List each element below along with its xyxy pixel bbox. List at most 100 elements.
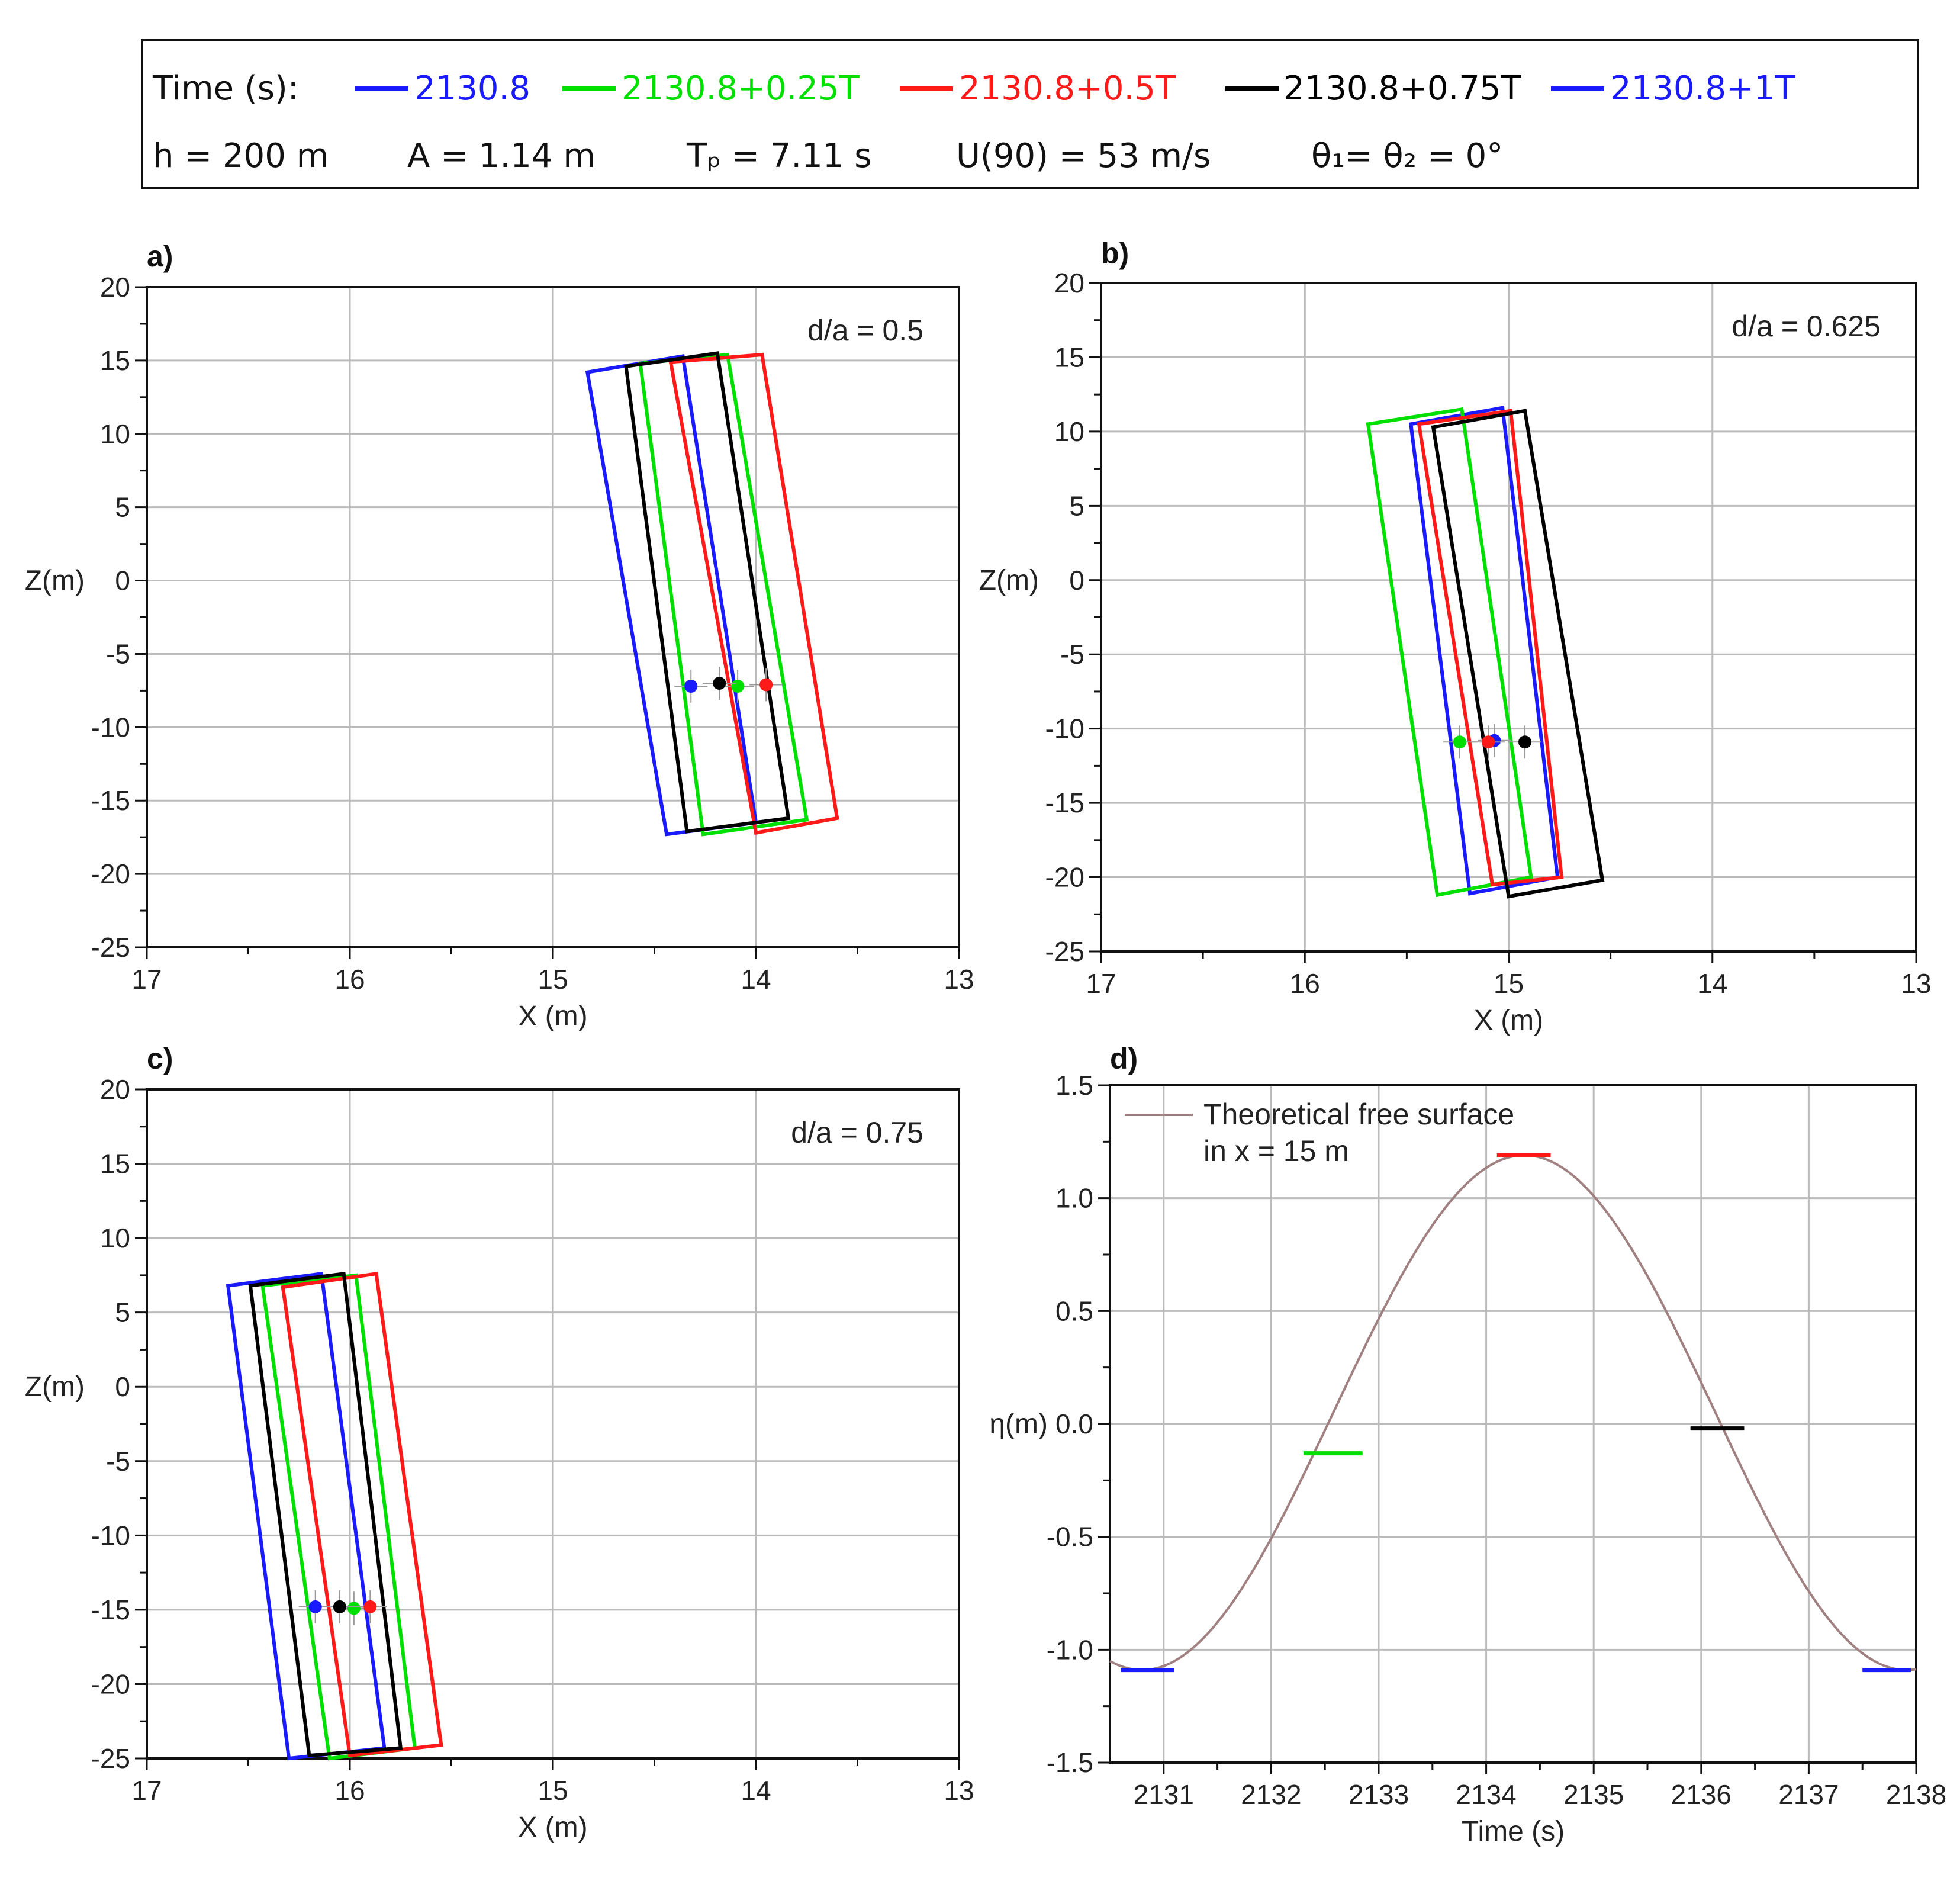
y-axis-label: Z(m) [25, 1371, 85, 1403]
legend-entry-2: 2130.8+0.5T [959, 69, 1176, 108]
x-axis-label: Time (s) [1462, 1816, 1565, 1847]
x-tick-label: 13 [944, 964, 974, 995]
legend-param-a: A = 1.14 m [407, 137, 596, 175]
y-tick-label: -20 [1045, 862, 1084, 893]
y-tick-label: 1.5 [1055, 1070, 1093, 1101]
x-tick-label: 15 [538, 964, 568, 995]
y-tick-label: -20 [91, 1668, 130, 1699]
y-tick-label: -10 [1045, 713, 1084, 744]
y-tick-label: -15 [1045, 787, 1084, 818]
x-tick-label: 14 [741, 964, 771, 995]
x-tick-label: 13 [1901, 968, 1931, 999]
plate-outline-0 [226, 1272, 387, 1761]
legend-entry-1: 2130.8+0.25T [622, 69, 860, 108]
ratio-annotation: d/a = 0.5 [807, 314, 923, 347]
x-tick-label: 2135 [1563, 1779, 1624, 1810]
y-tick-label: 20 [100, 1074, 130, 1105]
y-axis-label: η(m) [989, 1409, 1048, 1440]
legend-time-label: Time (s): [152, 69, 299, 108]
legend-param-tp: Tₚ = 7.11 s [686, 137, 871, 175]
x-tick-label: 2132 [1241, 1779, 1301, 1810]
y-tick-label: -15 [91, 1594, 130, 1625]
y-tick-label: 20 [1054, 268, 1084, 298]
y-tick-label: -15 [91, 785, 130, 816]
centroid-point-1 [731, 679, 745, 693]
x-tick-label: 16 [334, 964, 365, 995]
theory-legend-line2: in x = 15 m [1203, 1134, 1349, 1168]
y-tick-label: 1.0 [1055, 1183, 1093, 1214]
plate-outline-3 [248, 1272, 403, 1758]
panel-label: c) [147, 1042, 173, 1075]
centroid-point-3 [713, 677, 726, 690]
y-tick-label: -5 [1060, 639, 1084, 670]
y-tick-label: 10 [100, 419, 130, 449]
x-axis-label: X (m) [518, 1812, 587, 1843]
x-tick-label: 2131 [1134, 1779, 1194, 1810]
panel-label: d) [1110, 1042, 1138, 1075]
x-tick-label: 17 [1086, 968, 1116, 999]
centroid-point-0 [308, 1600, 322, 1613]
x-tick-label: 16 [334, 1775, 365, 1806]
y-tick-label: -25 [91, 932, 130, 963]
legend-param-u90: U(90) = 53 m/s [956, 137, 1211, 175]
y-tick-label: -0.5 [1047, 1522, 1093, 1552]
x-tick-label: 13 [944, 1775, 974, 1806]
x-tick-label: 2134 [1456, 1779, 1516, 1810]
y-tick-label: 0 [1069, 565, 1084, 596]
panel-b: 17 16 15 14 13 20 15 10 5 0 -5 -10 -15 -20 -25 X (m) Z(m… [979, 237, 1932, 1036]
x-tick-label: 15 [1494, 968, 1524, 999]
plate-outline-2 [1417, 409, 1564, 887]
legend-param-theta: θ₁= θ₂ = 0° [1311, 137, 1503, 175]
legend-box: Time (s): 2130.8 2130.8+0.25T 2130.8+0.5… [141, 39, 1919, 189]
x-tick-label: 14 [1697, 968, 1727, 999]
x-tick-label: 2133 [1348, 1779, 1409, 1810]
x-tick-label: 2136 [1671, 1779, 1732, 1810]
ratio-annotation: d/a = 0.625 [1732, 310, 1881, 343]
y-tick-label: 15 [100, 1149, 130, 1179]
legend-entry-4: 2130.8+1T [1610, 69, 1795, 108]
x-axis-label: X (m) [1474, 1005, 1543, 1036]
y-tick-label: 5 [115, 492, 130, 523]
y-axis-label: Z(m) [979, 565, 1039, 596]
y-tick-label: 0.0 [1055, 1409, 1093, 1439]
y-tick-label: 20 [100, 272, 130, 303]
panel-label: b) [1101, 237, 1129, 270]
x-tick-label: 15 [538, 1775, 568, 1806]
y-tick-label: -1.5 [1047, 1747, 1093, 1778]
theory-legend-line1: Theoretical free surface [1203, 1098, 1514, 1131]
legend-param-h: h = 200 m [153, 137, 329, 175]
y-tick-label: 0 [115, 565, 130, 596]
y-tick-label: -10 [91, 1520, 130, 1551]
x-tick-label: 17 [131, 964, 162, 995]
y-tick-label: 15 [1054, 342, 1084, 372]
theory-curve [1109, 1154, 1917, 1671]
y-tick-label: 0 [115, 1371, 130, 1402]
y-tick-label: 0.5 [1055, 1295, 1093, 1326]
plate-outline-1 [638, 352, 809, 837]
centroid-point-0 [684, 679, 698, 693]
x-tick-label: 14 [741, 1775, 771, 1806]
y-tick-label: 5 [1069, 490, 1084, 521]
centroid-point-2 [1482, 735, 1495, 749]
panel-a: 17 16 15 14 13 20 15 10 5 0 -5 -10 -15 -20 -25 X (m) Z(m… [25, 240, 974, 1032]
y-tick-label: 10 [1054, 416, 1084, 447]
ratio-annotation: d/a = 0.75 [791, 1116, 923, 1149]
plate-outline-2 [668, 352, 839, 835]
panel-label: a) [147, 240, 173, 273]
panel-c: 17 16 15 14 13 20 15 10 5 0 -5 -10 -15 -20 -25 X (m) Z(m… [25, 1042, 974, 1843]
panel-d: 2131 2132 2133 2134 2135 2136 2137 2138 1.5 1.0 0.… [989, 1042, 1946, 1847]
y-tick-label: -5 [106, 638, 130, 669]
y-tick-label: -20 [91, 858, 130, 889]
legend-entry-0: 2130.8 [414, 69, 530, 108]
x-tick-label: 2138 [1886, 1779, 1946, 1810]
y-tick-label: -25 [1045, 936, 1084, 967]
plate-outline-3 [624, 351, 791, 834]
y-tick-label: -1.0 [1047, 1634, 1093, 1665]
x-tick-label: 17 [131, 1775, 162, 1806]
plate-outline-1 [1366, 407, 1533, 898]
y-tick-label: -25 [91, 1743, 130, 1774]
x-axis-label: X (m) [518, 1001, 587, 1032]
y-axis-label: Z(m) [25, 565, 85, 597]
y-tick-label: 10 [100, 1223, 130, 1253]
